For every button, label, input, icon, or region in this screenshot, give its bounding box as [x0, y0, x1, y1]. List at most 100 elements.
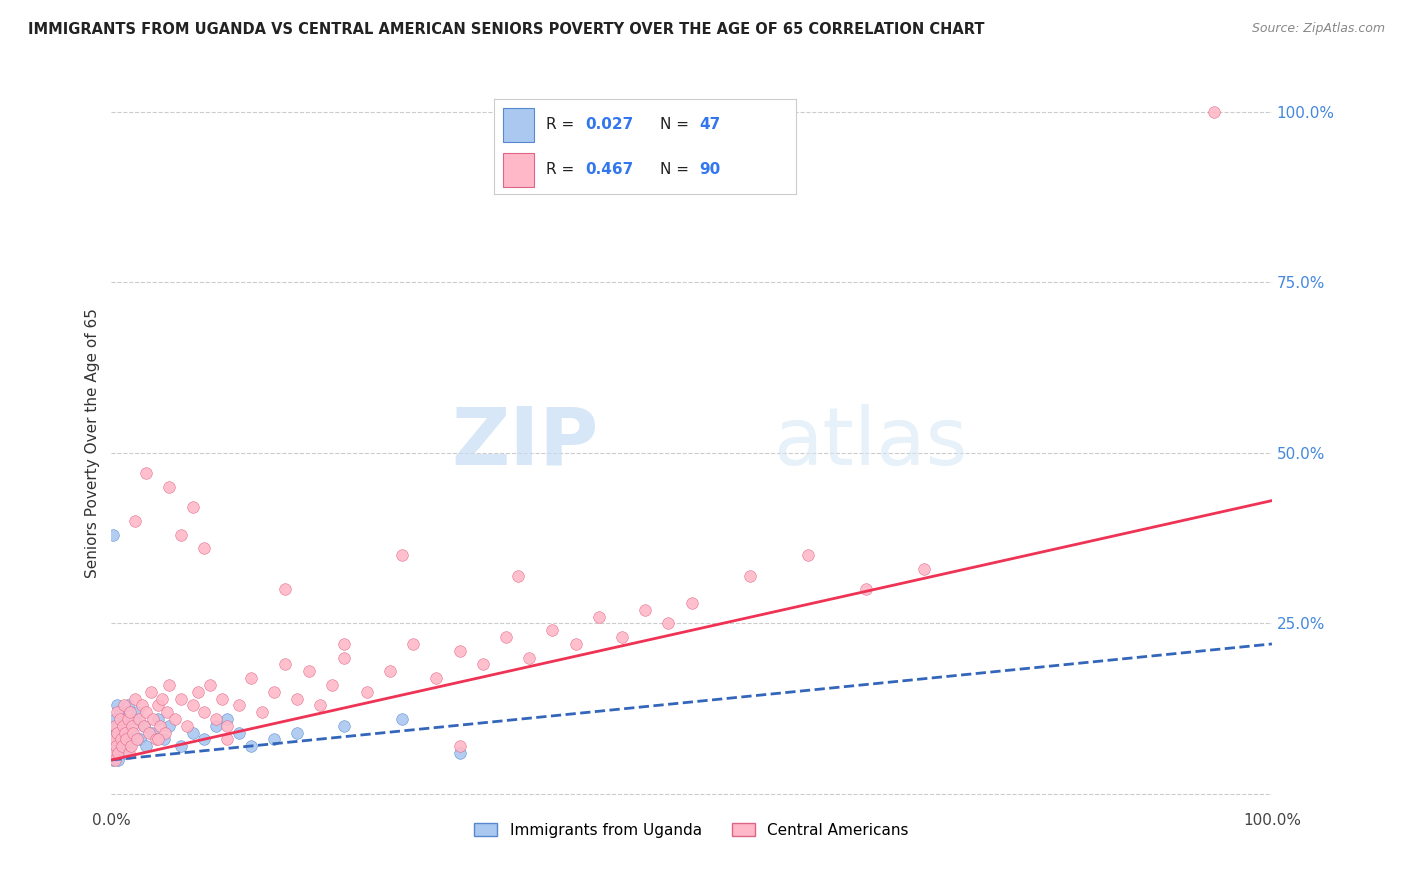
Point [105, 732, 128, 747]
Point [211, 691, 233, 706]
Point [112, 698, 135, 713]
Point [263, 732, 285, 747]
Point [165, 712, 187, 726]
Point [332, 637, 354, 651]
Point [101, 725, 124, 739]
Point [124, 514, 146, 528]
Point [205, 719, 228, 733]
Point [193, 705, 215, 719]
Y-axis label: Seniors Poverty Over the Age of 65: Seniors Poverty Over the Age of 65 [86, 308, 100, 577]
Text: ZIP: ZIP [451, 403, 599, 482]
Point [274, 657, 297, 672]
Point [135, 467, 157, 481]
Point [105, 725, 128, 739]
Point [176, 719, 198, 733]
Point [449, 644, 471, 658]
Point [146, 732, 169, 747]
Point [105, 739, 128, 754]
Point [181, 725, 204, 739]
Point [103, 746, 125, 760]
Point [239, 739, 262, 754]
Point [205, 712, 228, 726]
Point [285, 691, 308, 706]
Point [103, 732, 125, 747]
Point [181, 500, 204, 515]
Point [104, 739, 127, 754]
Point [156, 705, 179, 719]
Point [110, 732, 132, 747]
Point [425, 671, 447, 685]
Point [108, 705, 131, 719]
Point [796, 548, 818, 562]
Point [141, 725, 163, 739]
Point [356, 684, 378, 698]
Point [332, 650, 354, 665]
Point [855, 582, 877, 597]
Point [217, 719, 239, 733]
Point [103, 732, 125, 747]
Point [104, 719, 127, 733]
Point [132, 719, 155, 733]
Text: Source: ZipAtlas.com: Source: ZipAtlas.com [1251, 22, 1385, 36]
Point [117, 712, 139, 726]
Point [146, 698, 169, 713]
Point [634, 603, 657, 617]
Point [228, 725, 250, 739]
Point [118, 705, 141, 719]
Point [159, 678, 181, 692]
Point [107, 753, 129, 767]
Point [138, 725, 160, 739]
Point [239, 671, 262, 685]
Legend: Immigrants from Uganda, Central Americans: Immigrants from Uganda, Central American… [468, 817, 915, 844]
Point [517, 650, 540, 665]
Point [124, 712, 146, 726]
Point [111, 725, 134, 739]
Point [107, 719, 129, 733]
Point [181, 698, 204, 713]
Point [912, 562, 935, 576]
Point [132, 719, 155, 733]
Point [121, 725, 143, 739]
Point [114, 746, 136, 760]
Point [135, 739, 157, 754]
Point [449, 746, 471, 760]
Point [117, 698, 139, 713]
Point [274, 582, 297, 597]
Point [738, 568, 761, 582]
Point [170, 691, 193, 706]
Point [285, 725, 308, 739]
Point [114, 725, 136, 739]
Point [139, 684, 162, 698]
Point [120, 739, 142, 754]
Point [101, 527, 124, 541]
Point [159, 719, 181, 733]
Point [391, 548, 413, 562]
Point [170, 527, 193, 541]
Point [118, 746, 141, 760]
Point [506, 568, 529, 582]
Point [121, 719, 143, 733]
Point [104, 753, 127, 767]
Point [129, 732, 152, 747]
Point [115, 732, 138, 747]
Point [610, 630, 633, 644]
Point [111, 719, 134, 733]
Point [105, 698, 128, 713]
Point [108, 712, 131, 726]
Point [152, 732, 174, 747]
Point [681, 596, 703, 610]
Point [159, 480, 181, 494]
Point [105, 705, 128, 719]
Point [105, 725, 128, 739]
Point [198, 678, 221, 692]
Point [1202, 104, 1225, 119]
Point [101, 739, 124, 754]
Point [378, 665, 401, 679]
Point [298, 665, 321, 679]
Point [142, 712, 165, 726]
Point [105, 746, 128, 760]
Point [118, 739, 141, 754]
Point [564, 637, 586, 651]
Point [402, 637, 425, 651]
Point [101, 746, 124, 760]
